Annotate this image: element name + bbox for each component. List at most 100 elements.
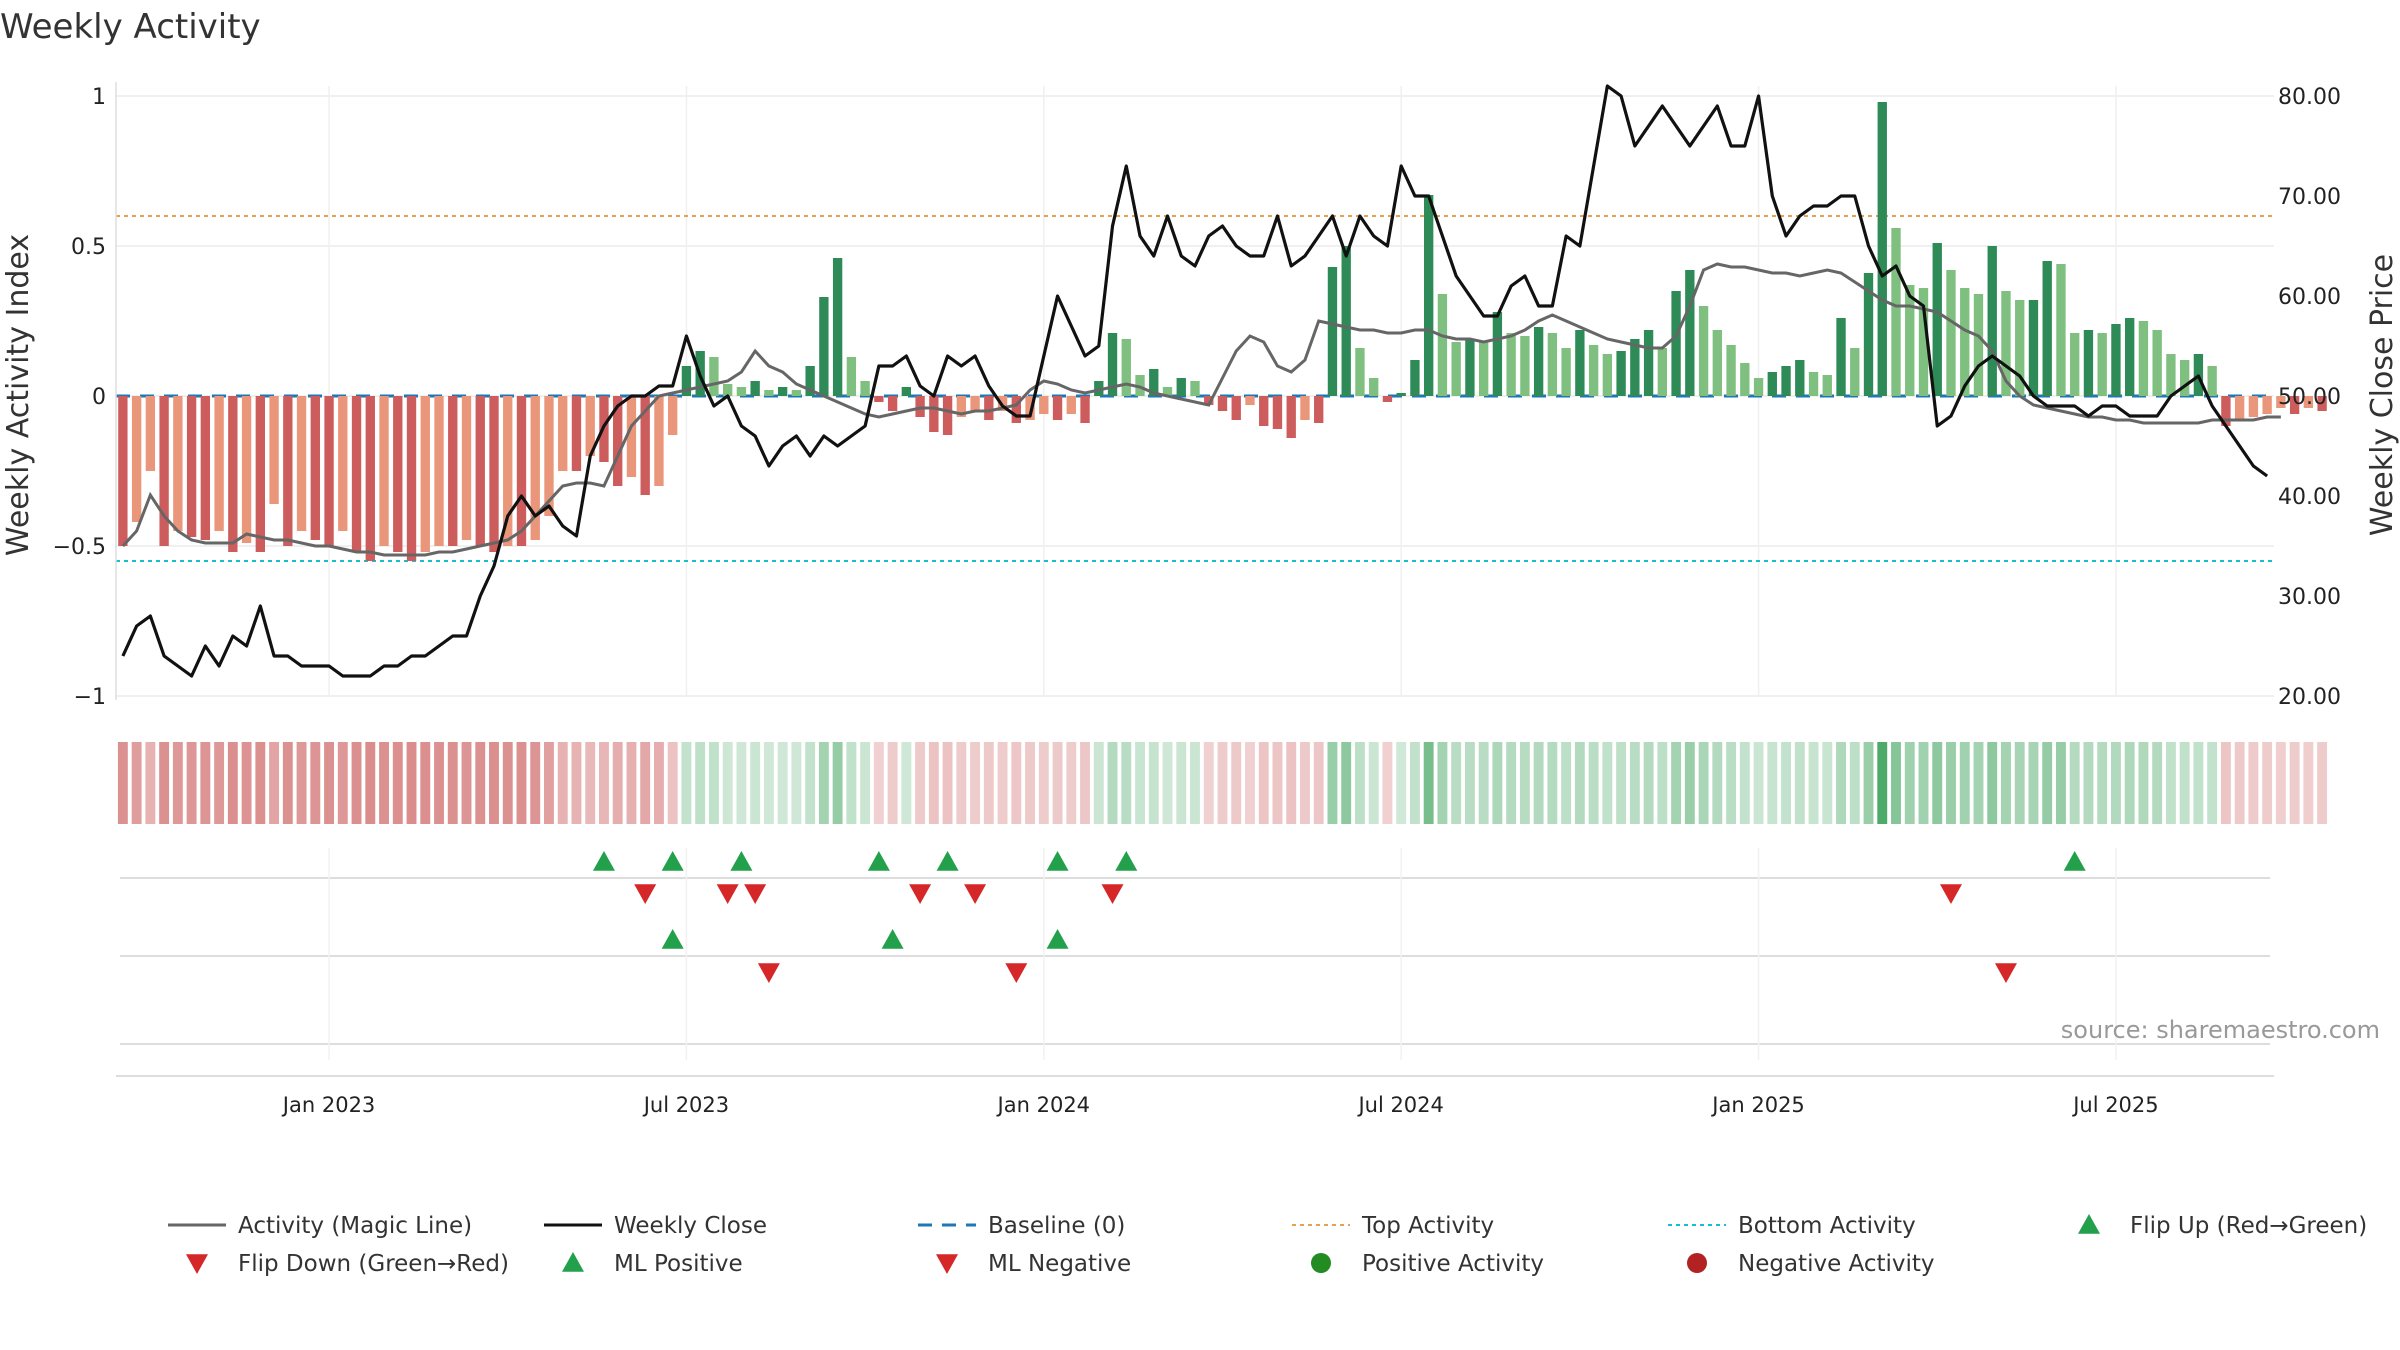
- strip-cell: [241, 742, 252, 824]
- strip-cell: [1011, 742, 1022, 824]
- flip-up-marker: [661, 851, 684, 871]
- y-tick-left: −1: [74, 685, 106, 710]
- activity-bar: [1149, 369, 1159, 396]
- strip-cell: [1781, 742, 1791, 824]
- y-tick-left: 0: [92, 385, 106, 410]
- activity-bar: [1410, 360, 1420, 396]
- strip-cell: [2124, 742, 2135, 824]
- x-axis: Jan 2023 Jul 2023 Jan 2024 Jul 2024 Jan 2025…: [116, 1075, 2274, 1117]
- strip-cell: [942, 742, 953, 824]
- activity-bar: [1066, 396, 1076, 414]
- strip-cell: [282, 742, 293, 824]
- activity-bar: [2083, 330, 2094, 396]
- strip-cell: [1712, 742, 1723, 824]
- activity-bar: [1190, 381, 1200, 396]
- activity-bar: [324, 396, 334, 546]
- strip-cell: [159, 742, 170, 824]
- activity-bar: [887, 396, 898, 411]
- activity-bar: [819, 297, 829, 396]
- strip-cell: [186, 742, 197, 824]
- strip-cell: [1451, 742, 1462, 824]
- activity-bar: [1204, 396, 1214, 405]
- activity-bar: [2056, 264, 2066, 396]
- strip-cell: [1561, 742, 1572, 824]
- strip-cell: [750, 742, 761, 824]
- flip-up-marker: [730, 851, 753, 871]
- legend-item-top: Top Activity: [1292, 1213, 1494, 1239]
- activity-bar: [1657, 348, 1668, 396]
- activity-bar: [1836, 318, 1846, 396]
- x-tick-label: Jan 2023: [281, 1093, 376, 1117]
- strip-cell: [695, 742, 706, 824]
- strip-cell: [1245, 742, 1255, 824]
- legend-label: ML Negative: [988, 1251, 1131, 1277]
- strip-cell: [1492, 742, 1503, 824]
- activity-bar: [379, 396, 389, 546]
- magic-line: [121, 262, 2281, 557]
- y-tick-left: −0.5: [53, 535, 106, 560]
- strip-cell: [997, 742, 1008, 824]
- source-note: source: sharemaestro.com: [2061, 1016, 2380, 1044]
- legend-label: Positive Activity: [1362, 1251, 1544, 1277]
- strip-cell: [1080, 742, 1090, 824]
- strip-cell: [310, 742, 321, 824]
- ml-positive-marker: [881, 929, 904, 949]
- strip-cell: [1671, 742, 1682, 824]
- activity-bar: [1052, 396, 1063, 420]
- strip-cell: [1643, 742, 1654, 824]
- activity-bar: [558, 396, 568, 471]
- strip-cell: [2028, 742, 2039, 824]
- activity-bar: [489, 396, 499, 552]
- strip-cell: [2001, 742, 2011, 824]
- activity-bar: [1231, 396, 1241, 420]
- activity-bar: [1616, 351, 1626, 396]
- legend-label: Bottom Activity: [1738, 1213, 1916, 1239]
- activity-bar: [1877, 102, 1887, 396]
- y-tick-right: 20.00: [2278, 685, 2341, 710]
- strip-cell: [2069, 742, 2080, 824]
- activity-bar: [1630, 339, 1640, 396]
- legend-swatch: [1687, 1253, 1707, 1273]
- strip-cell: [1203, 742, 1214, 824]
- strip-cell: [1574, 742, 1585, 824]
- activity-heat-strip: [117, 742, 2328, 824]
- flip-down-marker: [634, 884, 657, 904]
- legend-label: Negative Activity: [1738, 1251, 1935, 1277]
- y-tick-right: 30.00: [2278, 585, 2341, 610]
- strip-cell: [2289, 742, 2300, 824]
- strip-cell: [2275, 742, 2286, 824]
- legend-label: ML Positive: [614, 1251, 743, 1277]
- strip-cell: [1726, 742, 1737, 824]
- strip-cell: [392, 742, 403, 824]
- activity-bar: [901, 387, 912, 396]
- strip-cell: [1052, 742, 1063, 824]
- activity-bar: [1520, 336, 1530, 396]
- activity-bar: [1795, 360, 1805, 396]
- legend-item-magic: Activity (Magic Line): [168, 1213, 472, 1239]
- legend-label: Baseline (0): [988, 1213, 1125, 1239]
- strip-cell: [1190, 742, 1200, 824]
- activity-bar: [1575, 330, 1585, 396]
- strip-cell: [777, 742, 788, 824]
- activity-bar: [1327, 267, 1338, 396]
- activity-bar: [668, 396, 678, 435]
- x-tick-label: Jul 2024: [1356, 1093, 1443, 1117]
- legend-item-flipdown: Flip Down (Green→Red): [186, 1251, 509, 1277]
- activity-bar: [832, 258, 843, 396]
- strip-cell: [1093, 742, 1104, 824]
- activity-bar: [942, 396, 953, 435]
- strip-cell: [1753, 742, 1764, 824]
- activity-bar: [310, 396, 320, 540]
- activity-bar: [970, 396, 980, 411]
- ml-negative-marker: [757, 963, 780, 983]
- activity-bar: [2262, 396, 2272, 414]
- strip-cell: [956, 742, 967, 824]
- strip-cell: [1918, 742, 1929, 824]
- activity-bars: [118, 102, 2327, 561]
- activity-bar: [2001, 291, 2011, 396]
- strip-cell: [379, 742, 389, 824]
- activity-bar: [1698, 306, 1709, 396]
- activity-bar: [118, 396, 128, 546]
- activity-bar: [1369, 378, 1379, 396]
